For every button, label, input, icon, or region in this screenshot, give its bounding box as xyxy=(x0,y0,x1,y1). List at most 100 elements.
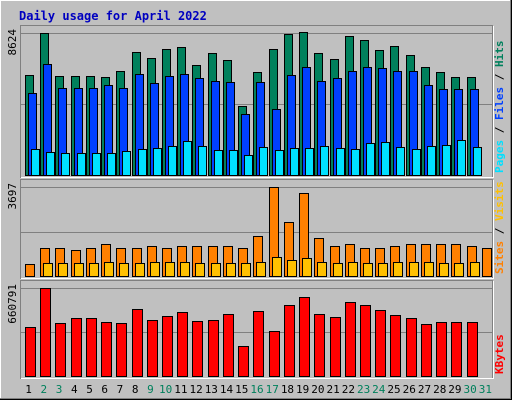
bar-visits-day-5 xyxy=(89,263,99,277)
bar-pages-day-12 xyxy=(198,146,207,176)
bar-visits-day-14 xyxy=(226,263,236,277)
bar-kbytes-day-2 xyxy=(40,288,51,377)
bar-kbytes-day-1 xyxy=(25,327,36,377)
legend-entry: KBytes xyxy=(493,334,506,374)
x-tick-label-day-7: 7 xyxy=(117,383,124,396)
x-tick-label-day-8: 8 xyxy=(132,383,139,396)
x-tick-label-day-4: 4 xyxy=(71,383,78,396)
bar-pages-day-15 xyxy=(244,155,253,176)
x-tick-label-day-10: 10 xyxy=(159,383,172,396)
y-axis-max-label: 660791 xyxy=(6,284,19,324)
legend-entry: / xyxy=(493,120,506,140)
bar-pages-day-30 xyxy=(473,147,482,176)
bar-visits-day-30 xyxy=(470,262,480,277)
bar-kbytes-day-4 xyxy=(71,318,82,377)
y-axis-max-label: 3697 xyxy=(6,183,19,210)
x-tick-label-day-5: 5 xyxy=(86,383,93,396)
bar-kbytes-day-16 xyxy=(253,311,264,377)
x-tick-label-day-22: 22 xyxy=(342,383,355,396)
panel-legend: Pages / Files / Hits xyxy=(493,41,506,174)
bar-visits-day-7 xyxy=(119,263,129,277)
bar-pages-day-7 xyxy=(122,151,131,176)
x-tick-label-day-3: 3 xyxy=(56,383,63,396)
bar-kbytes-day-17 xyxy=(269,331,280,377)
x-tick-label-day-20: 20 xyxy=(311,383,324,396)
x-axis-day-labels: 1 2 3 4 5 6 7 8 9 10 11 12 13 14 15 16 17 18 19 20 21 22 23 24 2… xyxy=(25,383,492,396)
legend-entry: Hits xyxy=(493,41,506,68)
bar-pages-day-20 xyxy=(320,146,329,176)
legend-entry: Pages xyxy=(493,140,506,173)
bar-pages-day-28 xyxy=(442,145,451,176)
x-tick-label-day-18: 18 xyxy=(281,383,294,396)
bar-pages-day-2 xyxy=(46,152,55,176)
legend-entry: / xyxy=(493,221,506,241)
x-tick-label-day-9: 9 xyxy=(147,383,154,396)
x-tick-label-day-11: 11 xyxy=(174,383,187,396)
bar-pages-day-24 xyxy=(381,142,390,176)
x-tick-label-day-17: 17 xyxy=(266,383,279,396)
bar-pages-day-23 xyxy=(366,143,375,176)
bar-visits-day-26 xyxy=(409,262,419,277)
bar-kbytes-day-5 xyxy=(86,318,97,377)
bar-kbytes-day-20 xyxy=(314,314,325,377)
bar-kbytes-day-10 xyxy=(162,316,173,377)
bar-kbytes-day-23 xyxy=(360,305,371,377)
bar-kbytes-day-13 xyxy=(208,320,219,377)
bar-visits-day-6 xyxy=(104,262,114,277)
bar-kbytes-day-24 xyxy=(375,310,386,377)
bar-kbytes-day-15 xyxy=(238,346,249,377)
bar-pages-day-22 xyxy=(351,149,360,176)
bar-pages-day-6 xyxy=(107,153,116,176)
x-tick-label-day-2: 2 xyxy=(41,383,48,396)
bar-visits-day-15 xyxy=(241,263,251,277)
bar-pages-day-16 xyxy=(259,147,268,176)
bar-visits-day-16 xyxy=(256,262,266,277)
bar-visits-day-13 xyxy=(211,263,221,277)
legend-entry: Files xyxy=(493,87,506,120)
bar-pages-day-10 xyxy=(168,146,177,176)
bar-sites-day-1 xyxy=(25,264,35,277)
x-tick-label-day-13: 13 xyxy=(205,383,218,396)
bar-visits-day-9 xyxy=(150,262,160,277)
bar-visits-day-21 xyxy=(333,263,343,277)
bar-kbytes-day-12 xyxy=(192,321,203,377)
panel-hits-files-pages: 8624 Pages / Files / Hits xyxy=(6,25,506,178)
bar-visits-day-11 xyxy=(180,262,190,277)
x-tick-label-day-19: 19 xyxy=(296,383,309,396)
bar-kbytes-day-18 xyxy=(284,305,295,377)
bar-pages-day-14 xyxy=(229,150,238,176)
bar-visits-day-25 xyxy=(393,262,403,277)
x-tick-label-day-30: 30 xyxy=(464,383,477,396)
bar-pages-day-8 xyxy=(138,149,147,176)
bar-pages-day-5 xyxy=(92,153,101,176)
bar-kbytes-day-26 xyxy=(406,318,417,377)
x-tick-label-day-31: 31 xyxy=(479,383,492,396)
bar-kbytes-day-27 xyxy=(421,324,432,377)
x-tick-label-day-21: 21 xyxy=(327,383,340,396)
bar-visits-day-17 xyxy=(272,257,282,277)
x-tick-label-day-16: 16 xyxy=(250,383,263,396)
bar-visits-day-2 xyxy=(43,263,53,277)
x-tick-label-day-27: 27 xyxy=(418,383,431,396)
bar-visits-day-20 xyxy=(317,262,327,277)
x-tick-label-day-1: 1 xyxy=(25,383,32,396)
bar-kbytes-day-25 xyxy=(390,315,401,377)
x-tick-label-day-24: 24 xyxy=(372,383,386,396)
legend-entry: Sites xyxy=(493,241,506,274)
x-tick-label-day-28: 28 xyxy=(433,383,446,396)
bar-visits-day-4 xyxy=(74,263,84,277)
bar-kbytes-day-21 xyxy=(330,317,341,377)
bar-pages-day-4 xyxy=(77,153,86,176)
bar-kbytes-day-30 xyxy=(467,322,478,377)
bar-kbytes-day-6 xyxy=(101,322,112,377)
bar-visits-day-18 xyxy=(287,260,297,277)
x-tick-label-day-23: 23 xyxy=(357,383,370,396)
bar-kbytes-day-29 xyxy=(451,322,462,377)
bar-kbytes-day-8 xyxy=(132,309,143,377)
bar-visits-day-27 xyxy=(424,262,434,277)
bar-visits-day-10 xyxy=(165,262,175,277)
x-tick-label-day-6: 6 xyxy=(101,383,108,396)
legend-entry: / xyxy=(493,67,506,87)
bar-sites-day-31 xyxy=(482,248,492,277)
